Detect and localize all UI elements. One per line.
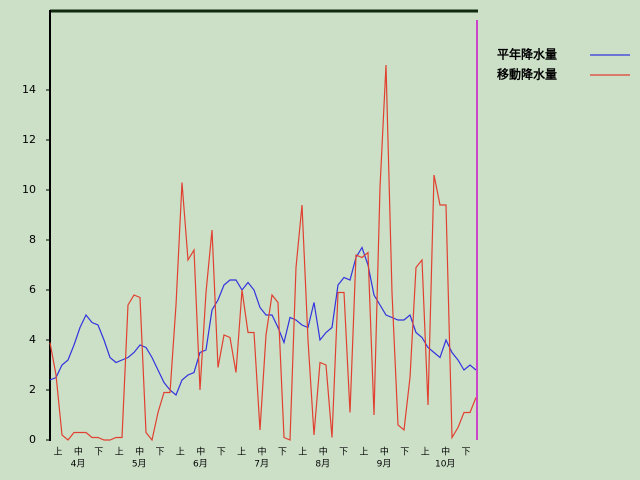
series-line — [49, 64, 477, 442]
y-tick-label: 8 — [29, 233, 36, 246]
series-line — [49, 246, 477, 396]
month-label: 6月 — [193, 459, 208, 470]
x-tick-label: 上 — [237, 447, 246, 458]
x-tick-label: 上 — [176, 447, 185, 458]
y-tick-label: 12 — [22, 133, 36, 146]
y-tick-label: 10 — [22, 183, 36, 196]
x-tick-label: 下 — [461, 448, 470, 458]
x-tick-label: 上 — [115, 447, 124, 458]
month-label: 9月 — [377, 459, 392, 470]
x-tick-label: 中 — [441, 446, 450, 458]
x-tick-label: 中 — [74, 446, 83, 458]
month-label: 5月 — [132, 459, 147, 470]
y-tick-label: 6 — [29, 283, 36, 296]
x-tick-label: 中 — [380, 446, 389, 458]
y-tick-label: 0 — [29, 433, 36, 446]
y-tick-label: 14 — [22, 83, 36, 96]
x-tick-label: 中 — [135, 446, 144, 458]
x-tick-label: 上 — [359, 447, 368, 458]
month-label: 8月 — [315, 459, 330, 470]
legend-label: 移動降水量 — [497, 67, 557, 82]
x-tick-label: 中 — [196, 446, 205, 458]
x-tick-label: 下 — [94, 448, 103, 458]
month-label: 7月 — [254, 459, 269, 470]
x-tick-label: 下 — [217, 448, 226, 458]
x-tick-label: 上 — [298, 447, 307, 458]
y-tick-label: 2 — [29, 383, 36, 396]
x-tick-label: 上 — [53, 447, 62, 458]
x-tick-label: 下 — [155, 448, 164, 458]
x-tick-label: 下 — [400, 448, 409, 458]
legend-label: 平年降水量 — [497, 47, 557, 62]
month-label: 4月 — [71, 459, 86, 470]
x-tick-label: 上 — [421, 447, 430, 458]
x-tick-label: 下 — [278, 448, 287, 458]
month-label: 10月 — [435, 459, 455, 470]
x-tick-label: 下 — [339, 448, 348, 458]
x-tick-label: 中 — [257, 446, 266, 458]
y-tick-label: 4 — [29, 333, 36, 346]
x-tick-label: 中 — [319, 446, 328, 458]
